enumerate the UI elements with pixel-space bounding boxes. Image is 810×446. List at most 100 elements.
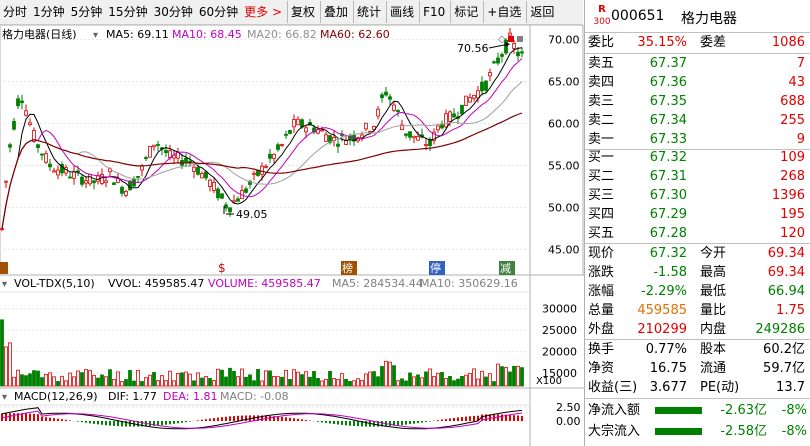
volume-bar (60, 375, 64, 387)
candle-body (32, 130, 36, 142)
volume-bar (196, 372, 200, 387)
candle-body (136, 176, 140, 178)
reduce-marker[interactable] (499, 261, 515, 275)
volume-bar (480, 370, 484, 387)
sell-price: 67.33 (649, 132, 687, 147)
volume-bar (160, 375, 164, 387)
candle-body (200, 173, 204, 179)
sell-price: 67.36 (649, 75, 687, 90)
volume-bar (112, 379, 116, 387)
volume-bar (0, 319, 4, 387)
candle-body (216, 188, 220, 199)
f10-button[interactable]: F10 (419, 1, 448, 23)
gray-square-icon[interactable] (517, 36, 523, 42)
volume-bar (16, 369, 20, 387)
volume-bar (284, 369, 288, 387)
volume-bar (476, 378, 480, 387)
candle-body (36, 144, 40, 149)
tab-5min[interactable]: 5分钟 (70, 5, 103, 19)
buy-row: 买五 67.28 120 (585, 224, 810, 243)
volume-bar (84, 369, 88, 387)
ma5-line (1, 47, 523, 229)
volume-bar (308, 376, 312, 387)
candle-body (436, 125, 440, 131)
buy-level-label: 买四 (588, 207, 615, 222)
tab-15min[interactable]: 15分钟 (108, 5, 148, 19)
halt-marker[interactable] (429, 261, 445, 275)
buy-volume: 195 (780, 207, 805, 222)
volume-bar (212, 380, 216, 387)
candle-body (496, 57, 500, 64)
collapse-icon[interactable]: ▾ (93, 30, 98, 41)
sell-price: 67.37 (649, 56, 687, 71)
volume-bar (224, 376, 228, 387)
quote-value: 66.94 (767, 284, 805, 299)
candle-body (88, 174, 92, 185)
event-marker-left[interactable] (0, 262, 8, 274)
volume-bar (28, 373, 32, 387)
volume-bar (344, 378, 348, 387)
volume-bar (36, 370, 40, 387)
divider (585, 149, 810, 150)
red-square-icon[interactable] (508, 36, 514, 42)
flow-amount: -2.58亿 (720, 424, 767, 439)
buy-price: 67.29 (649, 207, 687, 222)
diamond-icon[interactable]: ◇ (498, 34, 506, 45)
add-watchlist-button[interactable]: +自选 (483, 1, 524, 23)
back-button[interactable]: 返回 (526, 1, 557, 23)
volume-y-tick: 15000 (542, 367, 577, 380)
dollar-marker-icon[interactable]: $ (218, 261, 226, 275)
quote-row: 涨跌 -1.58 最高 69.34 (585, 263, 810, 282)
volume-bar (236, 376, 240, 387)
quote-label: 涨幅 (588, 284, 615, 299)
volume-bar (296, 371, 300, 387)
volume-bar (208, 378, 212, 387)
volume-ma10-label: MA10: 350629.16 (420, 277, 518, 290)
bang-marker[interactable] (341, 261, 357, 275)
draw-line-button[interactable]: 画线 (386, 1, 417, 23)
volume-bar (320, 380, 324, 387)
tab-timeshare[interactable]: 分时 (3, 5, 28, 19)
volume-bar (388, 361, 392, 387)
candle-body (384, 91, 388, 96)
volume-bar (120, 381, 124, 387)
buy-volume: 268 (780, 169, 805, 184)
ma20-line (1, 81, 523, 229)
overlay-button[interactable]: 叠加 (320, 1, 351, 23)
chart-area[interactable]: 格力电器(日线) ▾ MA5: 69.11 MA10: 68.45 MA20: … (0, 25, 584, 446)
macd-collapse-icon[interactable]: ▾ (2, 392, 7, 403)
statistics-button[interactable]: 统计 (353, 1, 384, 23)
volume-bar (420, 377, 424, 387)
volume-bar (372, 371, 376, 387)
candle-body (24, 110, 28, 116)
flow-label: 大宗流入 (588, 424, 641, 439)
y-tick-label: 50.00 (548, 201, 580, 214)
macd-histogram (1, 413, 523, 427)
adjust-button[interactable]: 复权 (287, 1, 318, 23)
volume-bar (364, 373, 368, 387)
y-tick-label: 45.00 (548, 243, 580, 256)
candle-body (72, 171, 76, 179)
more-button[interactable]: 更多 > (244, 5, 283, 19)
volume-bar (40, 377, 44, 387)
volume-bar (472, 368, 476, 387)
candle-body (500, 54, 504, 57)
macd-title: MACD(12,26,9) (14, 390, 98, 403)
volume-collapse-icon[interactable]: ▾ (2, 279, 7, 290)
tab-60min[interactable]: 60分钟 (198, 5, 239, 19)
mark-button[interactable]: 标记 (450, 1, 481, 23)
tab-30min[interactable]: 30分钟 (153, 5, 193, 19)
y-tick-label: 60.00 (548, 118, 580, 131)
sell-level-label: 卖二 (588, 113, 615, 128)
volume-bar (316, 378, 320, 387)
tab-1min[interactable]: 1分钟 (33, 5, 65, 19)
volume-bar (72, 376, 76, 387)
stock-header: R 300 000651 格力电器 (585, 0, 810, 33)
volume-bar (248, 374, 252, 387)
volume-bar (280, 376, 284, 387)
volume-bar (220, 369, 224, 387)
quote-value: 69.34 (767, 265, 805, 280)
period-toolbar: 分时 1分钟 5分钟 15分钟 30分钟 60分钟 更多 > 复权 叠加 统计 … (0, 0, 583, 25)
volume-bar (488, 373, 492, 387)
macd-lines (1, 407, 523, 430)
